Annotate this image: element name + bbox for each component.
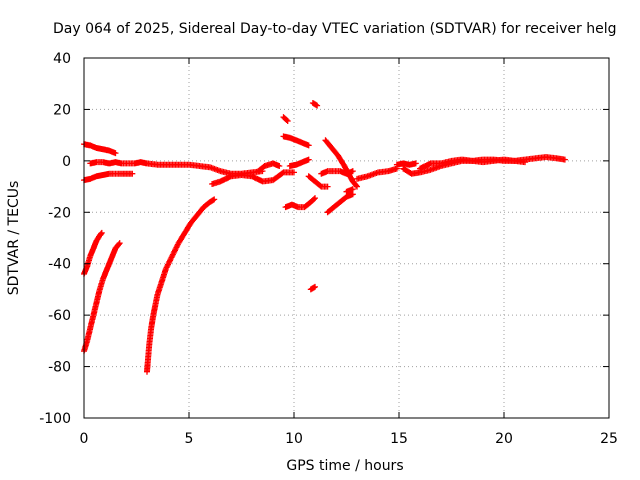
x-tick-label: 15 xyxy=(390,431,408,447)
y-axis: -100 -80 -60 -40 -20 0 20 40 xyxy=(39,51,609,427)
data-point-markers xyxy=(324,191,356,216)
series-trace-q xyxy=(354,165,400,182)
y-tick-label: 0 xyxy=(62,154,71,170)
data-point-markers xyxy=(282,195,318,211)
series-trace-o xyxy=(324,191,356,216)
data-point-markers xyxy=(309,100,321,109)
plot-frame xyxy=(83,57,610,419)
x-tick-label: 0 xyxy=(80,431,89,447)
y-tick-label: -80 xyxy=(48,360,71,376)
series-trace-p xyxy=(343,186,356,195)
data-point-markers xyxy=(255,160,283,175)
data-points xyxy=(81,100,568,375)
gridlines xyxy=(84,58,609,418)
x-tick-label: 10 xyxy=(285,431,303,447)
series-trace-i xyxy=(286,156,312,169)
series-trace-d xyxy=(209,169,297,187)
data-point-markers xyxy=(81,141,119,157)
y-tick-label: -60 xyxy=(48,308,71,324)
data-point-markers xyxy=(354,165,400,182)
data-point-markers xyxy=(318,168,356,177)
series-trace-r xyxy=(393,160,419,168)
series-trace-v xyxy=(81,229,105,277)
series-trace-w xyxy=(144,196,218,375)
series-trace-t xyxy=(417,154,568,172)
y-tick-label: 40 xyxy=(53,51,71,67)
x-tick-label: 25 xyxy=(600,431,618,447)
data-point-markers xyxy=(322,137,360,190)
x-axis: 0 5 10 15 20 25 xyxy=(80,58,618,447)
x-tick-label: 20 xyxy=(495,431,513,447)
data-point-markers xyxy=(343,186,356,195)
data-point-markers xyxy=(307,283,318,293)
y-axis-label: SDTVAR / TECUs xyxy=(6,181,22,296)
series-trace-k xyxy=(307,283,318,293)
series-trace-c xyxy=(81,170,136,184)
y-tick-label: -20 xyxy=(48,205,71,221)
data-point-markers xyxy=(280,114,291,124)
series-trace-j xyxy=(282,195,318,211)
series-trace-a xyxy=(81,141,119,157)
data-point-markers xyxy=(417,154,568,172)
series-trace-f xyxy=(280,114,291,124)
y-tick-label: -40 xyxy=(48,257,71,273)
data-point-markers xyxy=(280,133,312,149)
series-trace-g xyxy=(309,100,321,109)
data-point-markers xyxy=(286,156,312,169)
series-trace-m xyxy=(322,137,360,190)
data-point-markers xyxy=(81,229,105,277)
data-point-markers xyxy=(209,169,297,187)
x-axis-label: GPS time / hours xyxy=(286,458,403,474)
data-point-markers xyxy=(393,160,419,168)
series-trace-n xyxy=(318,168,356,177)
data-point-markers xyxy=(144,196,218,375)
series-trace-l xyxy=(305,173,331,190)
chart-title: Day 064 of 2025, Sidereal Day-to-day VTE… xyxy=(53,21,616,37)
data-point-markers xyxy=(305,173,331,190)
data-point-markers xyxy=(81,170,136,184)
y-tick-label: 20 xyxy=(53,102,71,118)
series-trace-h xyxy=(280,133,312,149)
series-trace-e xyxy=(255,160,283,175)
y-tick-label: -100 xyxy=(39,411,71,427)
x-tick-label: 5 xyxy=(185,431,194,447)
